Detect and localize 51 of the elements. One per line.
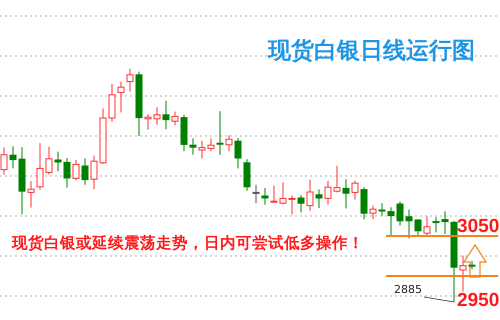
candlestick xyxy=(64,158,70,188)
candlestick xyxy=(280,182,286,205)
candlestick xyxy=(324,180,332,206)
candlestick xyxy=(126,68,134,92)
candlestick xyxy=(342,178,350,209)
candlestick xyxy=(36,142,44,190)
candlestick xyxy=(226,134,232,152)
candlestick xyxy=(432,216,440,233)
candlestick xyxy=(414,218,422,237)
candlestick xyxy=(442,210,448,234)
candlestick xyxy=(306,179,314,212)
candlestick xyxy=(334,165,340,193)
candlestick xyxy=(190,138,196,156)
candlestick xyxy=(352,180,358,200)
candlestick xyxy=(162,100,170,130)
candlestick xyxy=(252,184,260,204)
annotation: 现货白银或延续震荡走势，日内可尝试低多操作！ xyxy=(11,234,364,252)
candlestick xyxy=(90,155,98,190)
candlestick xyxy=(396,201,404,226)
candlestick xyxy=(216,110,224,156)
candlestick xyxy=(316,188,322,208)
text: 现货白银日线运行图 xyxy=(267,38,475,64)
candlestick xyxy=(198,140,206,159)
candlestick xyxy=(424,216,430,236)
candlestick xyxy=(54,151,62,172)
candlestick xyxy=(298,194,304,213)
candlestick xyxy=(360,186,368,220)
candlestick xyxy=(172,111,178,126)
ref-line-label: 3050 xyxy=(457,216,500,237)
candlestick xyxy=(144,114,152,130)
candlestick xyxy=(288,194,296,215)
candlestick xyxy=(46,146,52,175)
candlestick xyxy=(406,209,412,239)
candlestick xyxy=(154,106,160,126)
candlestick xyxy=(10,146,16,169)
candlestick xyxy=(262,188,268,206)
candlestick xyxy=(370,205,376,220)
candlestick xyxy=(82,158,88,186)
candlestick xyxy=(234,138,242,169)
candlestick xyxy=(108,84,116,122)
candlestick xyxy=(28,180,34,208)
candlestick xyxy=(244,158,250,192)
ref-line-label: 2950 xyxy=(457,290,500,311)
candlestick xyxy=(460,255,466,292)
candlestick xyxy=(118,81,124,113)
candlestick xyxy=(388,206,394,236)
candlestick xyxy=(378,202,386,216)
candlestick xyxy=(270,185,278,204)
candlestick xyxy=(208,138,214,152)
candlestick xyxy=(72,160,80,181)
annotation: 2885 xyxy=(394,283,422,296)
